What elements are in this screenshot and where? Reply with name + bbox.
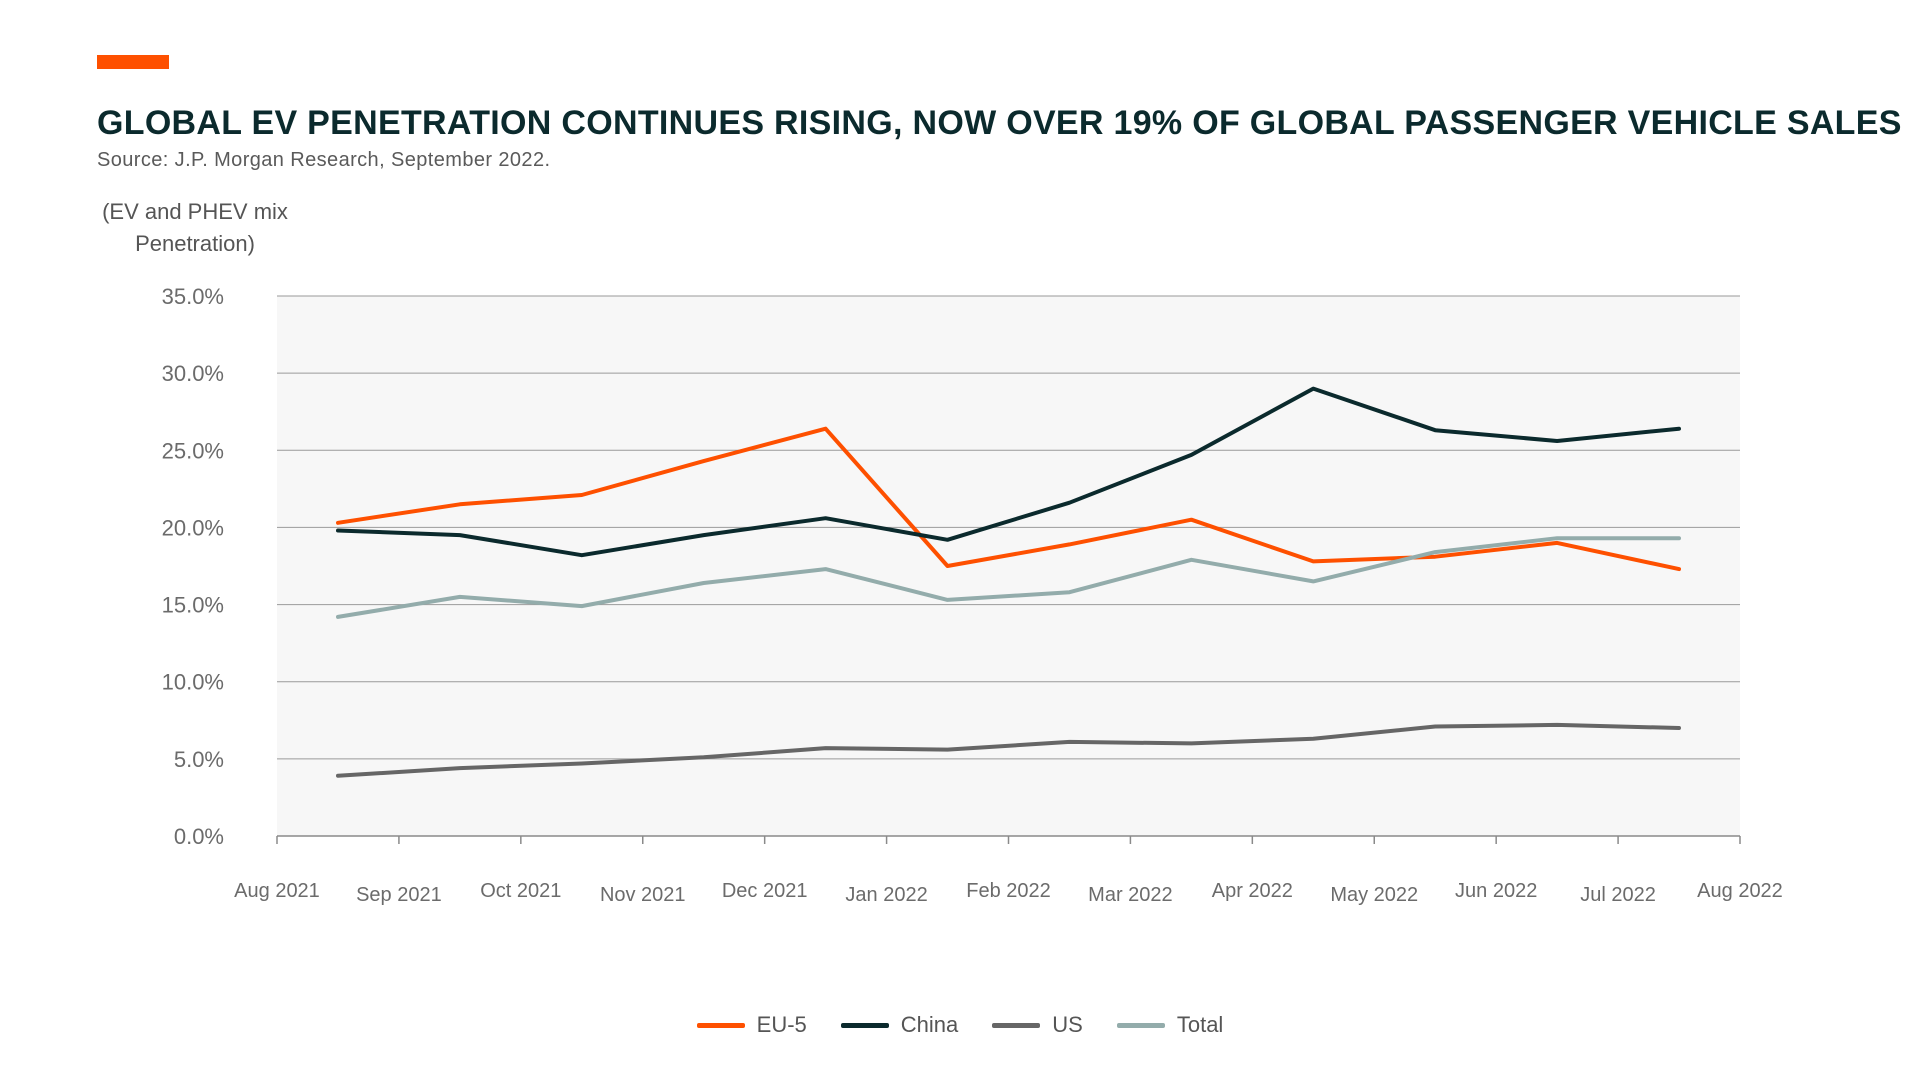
x-tick-label: Nov 2021	[600, 884, 686, 906]
x-tick-label: Dec 2021	[722, 880, 808, 902]
plot-area	[277, 296, 1740, 836]
series-lines	[336, 386, 1681, 778]
series-line-eu5	[336, 426, 1681, 572]
x-tick-label: Jan 2022	[845, 884, 927, 906]
legend-swatch	[1116, 1022, 1165, 1028]
x-tick-label: Aug 2022	[1697, 880, 1783, 902]
series-line-us	[336, 722, 1681, 778]
legend-label: Total	[1176, 1012, 1224, 1037]
x-tick-label: Mar 2022	[1088, 884, 1173, 906]
y-tick-label: 20.0%	[162, 515, 224, 540]
series-line-china	[336, 386, 1681, 558]
legend-label: China	[900, 1012, 959, 1037]
y-tick-labels: 35.0% 30.0% 25.0% 20.0% 15.0% 10.0% 5.0% 0.0%	[162, 284, 224, 849]
series-line-total	[336, 536, 1681, 619]
legend-label: US	[1052, 1012, 1083, 1037]
y-tick-label: 5.0%	[174, 747, 224, 772]
x-tick-label: Sep 2021	[356, 884, 442, 906]
legend-item-china: China	[840, 1012, 959, 1038]
legend-item-eu5: EU-5	[696, 1012, 807, 1038]
y-tick-label: 30.0%	[162, 361, 224, 386]
x-tick-label: Jun 2022	[1455, 880, 1537, 902]
legend-swatch	[840, 1022, 889, 1028]
chart-legend: EU-5 China US Total	[0, 1012, 1920, 1038]
legend-swatch	[992, 1022, 1041, 1028]
y-tick-label: 10.0%	[162, 670, 224, 695]
x-tick-label: May 2022	[1330, 884, 1418, 906]
y-tick-label: 25.0%	[162, 438, 224, 463]
x-axis	[276, 835, 1741, 844]
legend-item-us: US	[992, 1012, 1083, 1038]
y-tick-label: 35.0%	[162, 284, 224, 309]
x-tick-label: Jul 2022	[1580, 884, 1656, 906]
chart-title: GLOBAL EV PENETRATION CONTINUES RISING, …	[97, 104, 1902, 142]
legend-label: EU-5	[756, 1012, 807, 1037]
y-tick-label: 0.0%	[174, 824, 224, 849]
chart-source: Source: J.P. Morgan Research, September …	[97, 149, 551, 171]
x-tick-label: Aug 2021	[234, 880, 320, 902]
y-axis-label: (EV and PHEV mix Penetration)	[102, 199, 288, 256]
x-tick-label: Apr 2022	[1212, 880, 1293, 902]
legend-item-total: Total	[1116, 1012, 1224, 1038]
gridlines	[277, 295, 1740, 760]
x-tick-label: Oct 2021	[480, 880, 561, 902]
x-tick-labels: Aug 2021 Sep 2021 Oct 2021 Nov 2021 Dec 2021…	[234, 880, 1783, 906]
brand-accent-bar	[97, 55, 169, 69]
line-chart: 35.0% 30.0% 25.0% 20.0% 15.0% 10.0% 5.0% 0.0% A…	[162, 284, 1783, 906]
y-tick-label: 15.0%	[162, 593, 224, 618]
legend-swatch	[696, 1022, 745, 1028]
x-tick-label: Feb 2022	[966, 880, 1051, 902]
